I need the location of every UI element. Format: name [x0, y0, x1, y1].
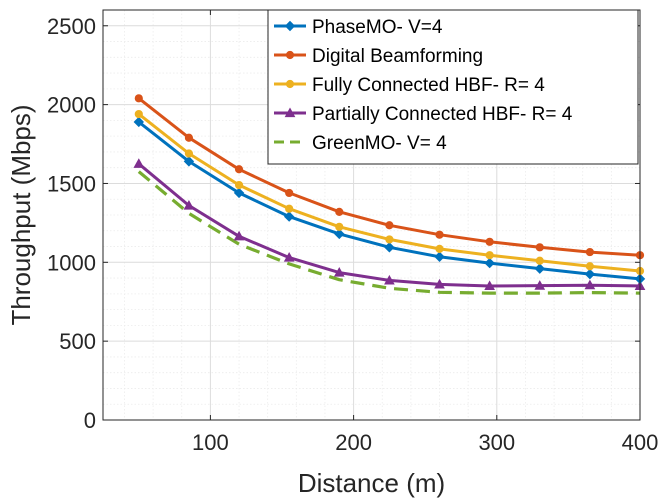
data-point-marker — [534, 263, 545, 274]
legend-box — [267, 9, 639, 165]
data-point-marker — [184, 133, 194, 142]
data-point-marker — [584, 279, 596, 290]
data-point-marker — [484, 280, 495, 291]
data-point-marker — [485, 237, 494, 246]
legend-label: Digital Beamforming — [312, 46, 483, 67]
data-point-marker — [435, 244, 444, 254]
legend-entry: Partially Connected HBF- R= 4 — [274, 104, 573, 125]
data-point-marker — [233, 187, 245, 199]
data-point-marker — [334, 228, 345, 240]
data-point-marker — [283, 211, 295, 222]
y-axis-label: Throughput (Mbps) — [6, 104, 36, 325]
legend-entry: Fully Connected HBF- R= 4 — [274, 75, 545, 96]
y-tick-label: 500 — [59, 329, 96, 354]
data-point-marker — [234, 180, 244, 190]
data-point-marker — [384, 242, 395, 253]
data-point-marker — [435, 230, 444, 239]
legend-entry: Digital Beamforming — [274, 46, 483, 67]
data-point-marker — [333, 267, 345, 277]
data-point-marker — [285, 204, 294, 213]
legend-label: Fully Connected HBF- R= 4 — [312, 75, 545, 96]
series-layer — [133, 94, 646, 295]
y-tick-label: 2500 — [47, 14, 96, 39]
y-tick-label: 0 — [84, 408, 96, 433]
x-axis-label: Distance (m) — [298, 468, 445, 498]
data-point-marker — [183, 200, 195, 210]
data-point-marker — [585, 262, 594, 271]
data-point-marker — [133, 116, 145, 128]
y-tick-label: 1000 — [47, 250, 96, 275]
data-point-marker — [584, 268, 596, 280]
legend: PhaseMO- V=4 Digital Beamforming Fully Con… — [267, 9, 639, 165]
y-tick-label: 1500 — [47, 171, 96, 196]
x-tick-label: 200 — [335, 430, 372, 455]
data-point-marker — [484, 257, 495, 269]
data-point-marker — [535, 243, 544, 252]
data-point-marker — [384, 274, 395, 285]
data-point-marker — [233, 230, 245, 241]
data-point-marker — [234, 165, 244, 174]
data-point-marker — [485, 251, 494, 260]
data-point-marker — [134, 109, 143, 119]
series-phasemo-v-4 — [133, 116, 646, 285]
y-tick-label: 2000 — [47, 93, 96, 118]
legend-label: Partially Connected HBF- R= 4 — [312, 104, 573, 125]
tick-labels: 100 200 300 400 0 500 1000 1500 2000 2500 — [47, 14, 658, 455]
data-point-marker — [335, 222, 344, 231]
legend-entry: PhaseMO- V=4 — [274, 17, 443, 38]
data-point-marker — [285, 188, 294, 198]
data-point-marker — [283, 252, 295, 262]
data-point-marker — [284, 20, 296, 32]
data-point-marker — [535, 256, 544, 265]
legend-entry: GreenMO- V= 4 — [274, 133, 447, 154]
x-tick-label: 400 — [622, 430, 659, 455]
legend-label: GreenMO- V= 4 — [312, 133, 447, 154]
legend-label: PhaseMO- V=4 — [312, 17, 443, 38]
data-point-marker — [585, 247, 594, 257]
data-point-marker — [534, 280, 546, 290]
x-tick-label: 300 — [478, 430, 515, 455]
data-point-marker — [285, 50, 295, 60]
data-point-marker — [434, 251, 445, 262]
data-point-marker — [385, 221, 394, 230]
x-tick-label: 100 — [192, 430, 229, 455]
data-point-marker — [385, 235, 394, 244]
data-point-marker — [335, 207, 344, 216]
data-point-marker — [183, 156, 195, 167]
data-point-marker — [285, 79, 295, 89]
series-greenmo-v-4 — [137, 170, 641, 295]
data-point-marker — [133, 158, 145, 168]
series-digital-beamforming — [134, 94, 645, 260]
data-point-marker — [434, 278, 445, 289]
series-line — [137, 170, 641, 295]
data-point-marker — [134, 94, 143, 103]
data-point-marker — [184, 149, 194, 158]
data-point-marker — [284, 107, 296, 118]
